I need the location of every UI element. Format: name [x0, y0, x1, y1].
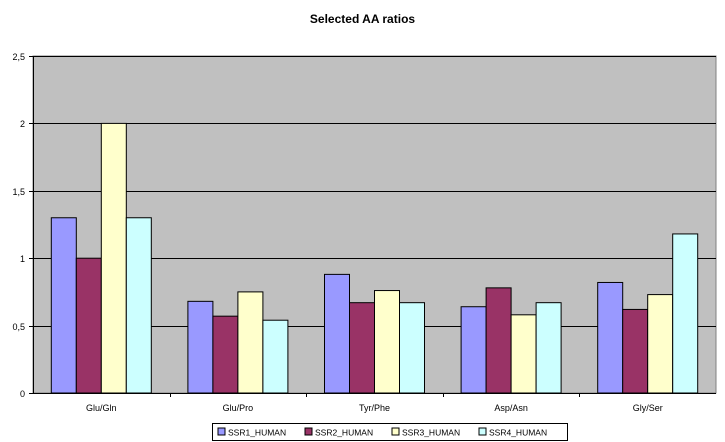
bar-ssr3-human: [647, 294, 674, 394]
bar-ssr1-human: [50, 217, 77, 394]
x-tick-label: Tyr/Phe: [359, 403, 390, 413]
bar-ssr1-human: [187, 300, 214, 394]
bar-ssr4-human: [125, 217, 152, 394]
legend-label: SSR4_HUMAN: [489, 428, 547, 438]
bar-ssr4-human: [672, 233, 699, 394]
bar-ssr2-human: [622, 308, 649, 394]
x-tick-label: Glu/Gln: [86, 403, 117, 413]
legend-label: SSR2_HUMAN: [315, 428, 373, 438]
bar-ssr3-human: [237, 291, 264, 394]
y-tick-label: 0,5: [12, 322, 25, 332]
bar-ssr3-human: [374, 290, 400, 394]
y-tick-label: 0: [20, 389, 25, 399]
bar-ssr3-human: [510, 314, 537, 394]
bar-ssr4-human: [535, 302, 562, 394]
y-tick-label: 2,5: [12, 52, 25, 62]
bar-ssr3-human: [100, 122, 127, 394]
y-tick-label: 1: [20, 254, 25, 264]
x-tick-label: Asp/Asn: [494, 403, 528, 413]
bar-ssr2-human: [75, 257, 102, 394]
y-tick-label: 1,5: [12, 187, 25, 197]
y-tick-label: 2: [20, 119, 25, 129]
legend-label: SSR1_HUMAN: [228, 428, 286, 438]
legend-swatch: [478, 427, 487, 436]
legend-swatch: [304, 427, 313, 436]
x-tick-label: Gly/Ser: [633, 403, 663, 413]
bar-ssr1-human: [324, 273, 350, 394]
legend-label: SSR3_HUMAN: [402, 428, 460, 438]
bar-ssr2-human: [349, 302, 375, 394]
bar-ssr2-human: [485, 287, 512, 394]
legend-swatch: [391, 427, 400, 436]
bar-ssr4-human: [399, 302, 425, 394]
legend-swatch: [217, 427, 226, 436]
x-tick-label: Glu/Pro: [223, 403, 254, 413]
bar-ssr2-human: [212, 315, 239, 394]
bar-ssr1-human: [460, 306, 487, 394]
bar-ssr4-human: [262, 319, 289, 394]
bar-ssr1-human: [597, 281, 624, 394]
chart-title: Selected AA ratios: [309, 12, 416, 26]
